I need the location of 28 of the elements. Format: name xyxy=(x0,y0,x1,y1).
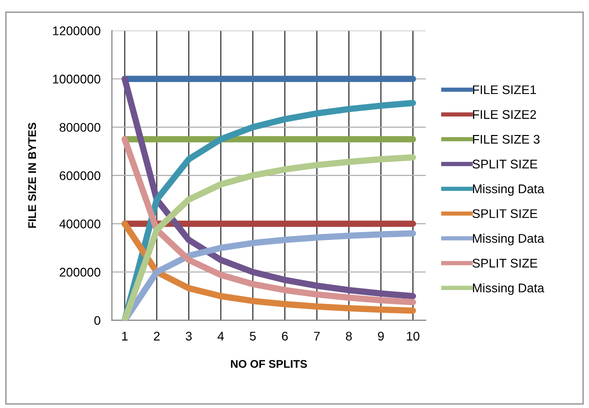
legend-label: Missing Data xyxy=(473,184,544,196)
legend-label: Missing Data xyxy=(473,234,544,246)
y-tick-label: 600000 xyxy=(60,171,100,180)
x-tick-label: 2 xyxy=(154,332,160,340)
x-tick-label: 4 xyxy=(218,332,224,340)
legend-label: SPLIT SIZE xyxy=(472,258,538,268)
y-tick-label: 1200000 xyxy=(53,26,100,36)
legend-label: FILE SIZE1 xyxy=(473,85,536,94)
legend-label: SPLIT SIZE xyxy=(472,160,538,168)
legend-label: SPLIT SIZE xyxy=(472,209,538,218)
y-tick-label: 800000 xyxy=(60,122,100,132)
y-axis-title: FILE SIZE IN BYTES xyxy=(28,122,36,228)
x-tick-label: 7 xyxy=(314,332,320,340)
x-tick-label: 5 xyxy=(250,332,256,341)
x-tick-label: 1 xyxy=(122,332,128,340)
legend-label: FILE SIZE 3 xyxy=(473,134,540,144)
y-tick-label: 1000000 xyxy=(53,74,100,84)
x-tick-label: 6 xyxy=(282,332,288,341)
x-axis-title: NO OF SPLITS xyxy=(230,360,307,368)
y-tick-label: 400000 xyxy=(59,220,100,228)
x-tick-label: 9 xyxy=(378,332,384,341)
x-tick-label: 3 xyxy=(186,332,192,341)
x-tick-label: 8 xyxy=(346,332,352,341)
legend-label: FILE SIZE2 xyxy=(473,110,536,119)
x-tick-label: 10 xyxy=(406,332,420,341)
legend-label: Missing Data xyxy=(473,283,544,295)
y-tick-label: 0 xyxy=(94,316,100,325)
y-tick-label: 200000 xyxy=(60,268,100,277)
